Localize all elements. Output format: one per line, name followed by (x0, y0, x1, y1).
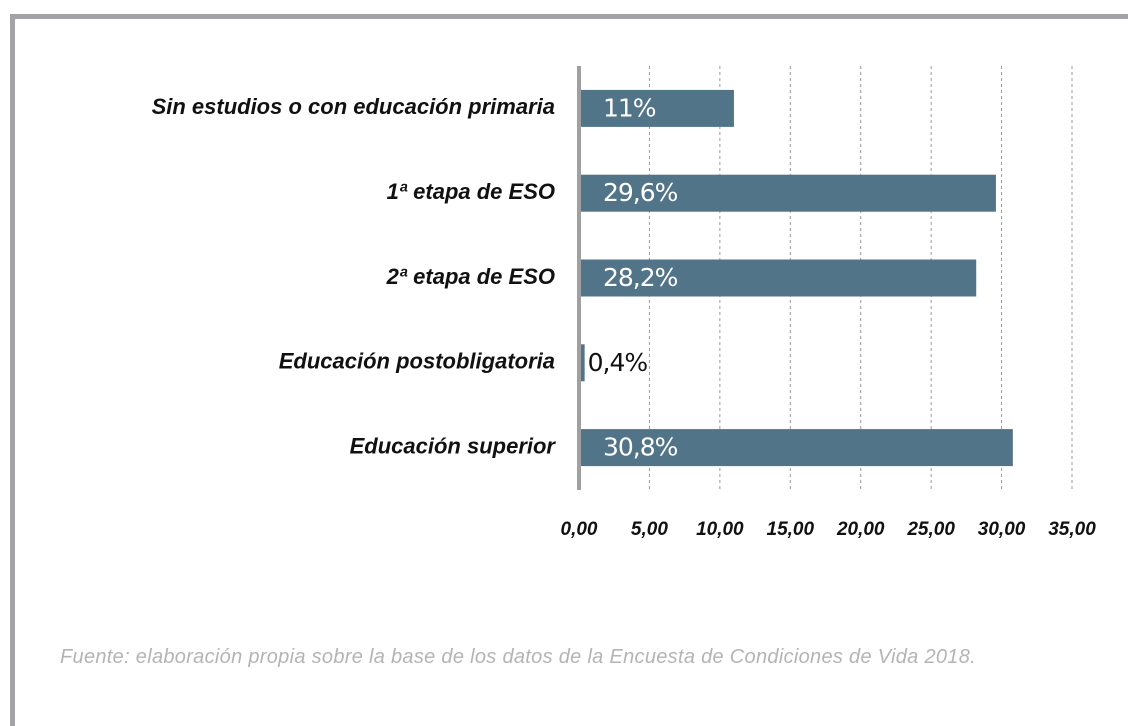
x-tick-label: 0,00 (561, 519, 598, 540)
source-note: Fuente: elaboración propia sobre la base… (60, 646, 977, 668)
x-tick-label: 5,00 (631, 519, 668, 540)
category-label: Educación postobligatoria (279, 349, 555, 374)
value-label: 11% (603, 93, 656, 122)
bar (579, 429, 1013, 467)
category-label: 1ª etapa de ESO (387, 179, 555, 204)
x-tick-label: 20,00 (836, 519, 885, 540)
category-label: 2ª etapa de ESO (386, 264, 555, 289)
value-label: 28,2% (603, 263, 678, 292)
x-tick-label: 35,00 (1048, 519, 1096, 540)
x-tick-label: 15,00 (767, 519, 815, 540)
bar (579, 344, 585, 382)
x-tick-label: 25,00 (906, 519, 955, 540)
category-label: Sin estudios o con educación primaria (152, 94, 555, 119)
x-tick-label: 10,00 (696, 519, 744, 540)
x-tick-label: 30,00 (978, 519, 1026, 540)
bar (579, 89, 734, 127)
category-label: Educación superior (350, 433, 557, 458)
bar (579, 259, 977, 297)
bar (579, 174, 996, 212)
value-label: 30,8% (603, 433, 678, 462)
value-label: 29,6% (603, 178, 678, 207)
value-label: 0,4% (588, 348, 648, 377)
frame (10, 14, 1128, 726)
